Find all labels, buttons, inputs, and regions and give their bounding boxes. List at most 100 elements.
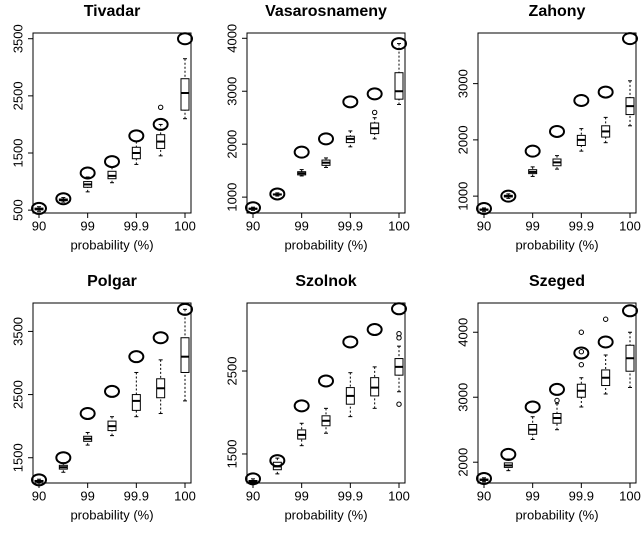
outlier (554, 397, 560, 404)
panel-title: Vasarosnameny (265, 3, 387, 20)
point (245, 472, 261, 486)
x-tick-label: 99.9 (338, 488, 363, 503)
x-tick-label: 99.9 (569, 218, 594, 233)
x-tick-label: 99 (294, 488, 308, 503)
point (573, 94, 590, 107)
panel-title: Tivadar (84, 3, 141, 20)
box (180, 337, 190, 373)
plot-frame (477, 302, 637, 484)
point (391, 302, 407, 316)
x-tick-label: 99 (525, 218, 539, 233)
point (366, 87, 383, 101)
plot-frame (246, 302, 406, 484)
panel-title: Szolnok (295, 273, 356, 290)
point (500, 189, 517, 203)
y-tick-label: 3500 (10, 317, 25, 346)
y-tick-label: 4000 (224, 24, 239, 53)
point (79, 407, 96, 421)
point (177, 32, 193, 46)
x-axis-label: probability (%) (515, 237, 598, 252)
point (476, 471, 492, 485)
x-tick-label: 100 (619, 218, 641, 233)
x-axis-label: probability (%) (284, 237, 367, 252)
point (31, 201, 47, 215)
y-tick-label: 3000 (224, 77, 239, 106)
point (500, 447, 517, 461)
x-tick-label: 99 (525, 488, 539, 503)
x-axis-label: probability (%) (515, 507, 598, 522)
plot-frame (477, 32, 637, 214)
outlier (157, 104, 164, 110)
y-tick-label: 3000 (455, 383, 470, 412)
point (152, 117, 169, 131)
y-tick-label: 1000 (224, 183, 239, 212)
point (597, 85, 614, 99)
point (597, 335, 614, 349)
point (55, 451, 72, 465)
box (394, 72, 404, 100)
plot-frame (32, 32, 192, 214)
x-tick-label: 100 (619, 488, 641, 503)
x-tick-label: 100 (174, 488, 196, 503)
panel-title: Szeged (529, 273, 585, 290)
x-tick-label: 100 (388, 218, 410, 233)
y-tick-label: 2500 (224, 357, 239, 386)
y-tick-label: 3000 (455, 69, 470, 98)
panel-title: Zahony (529, 3, 586, 20)
outlier (578, 362, 585, 368)
point (549, 382, 565, 396)
point (269, 454, 286, 468)
point (318, 132, 334, 146)
point (524, 400, 541, 414)
y-tick-label: 1500 (224, 440, 239, 469)
plot-frame (32, 302, 192, 484)
point (476, 202, 492, 215)
y-tick-label: 2000 (455, 125, 470, 154)
point (342, 95, 359, 109)
x-tick-label: 99 (80, 218, 94, 233)
point (152, 331, 169, 345)
x-tick-label: 100 (174, 218, 196, 233)
plot-frame (246, 32, 406, 214)
y-tick-label: 3500 (10, 24, 25, 53)
outlier (371, 109, 378, 116)
x-axis-label: probability (%) (284, 507, 367, 522)
panel-title: Polgar (87, 273, 137, 290)
x-tick-label: 100 (388, 488, 410, 503)
x-tick-label: 90 (246, 218, 260, 233)
y-tick-label: 1500 (10, 443, 25, 472)
point (269, 187, 286, 201)
point (245, 201, 261, 215)
point (622, 32, 638, 46)
x-tick-label: 90 (477, 488, 491, 503)
point (104, 155, 120, 169)
outlier (578, 329, 585, 335)
x-tick-label: 99.9 (338, 218, 363, 233)
point (342, 335, 359, 349)
y-tick-label: 500 (10, 199, 25, 221)
box (180, 78, 190, 111)
point (177, 302, 193, 316)
x-tick-label: 99.9 (569, 488, 594, 503)
point (293, 145, 310, 159)
point (128, 350, 145, 364)
x-tick-label: 99 (80, 488, 94, 503)
point (128, 129, 145, 143)
outlier (602, 316, 609, 322)
point (391, 37, 407, 51)
point (104, 384, 120, 398)
y-tick-label: 1000 (455, 182, 470, 211)
point (622, 304, 638, 318)
y-tick-label: 1500 (10, 139, 25, 168)
y-tick-label: 2500 (10, 380, 25, 409)
y-tick-label: 2000 (455, 448, 470, 477)
x-tick-label: 99.9 (124, 218, 149, 233)
x-tick-label: 90 (32, 488, 46, 503)
outlier (578, 349, 585, 355)
x-axis-label: probability (%) (70, 507, 153, 522)
x-axis-label: probability (%) (70, 237, 153, 252)
outlier (396, 330, 402, 337)
point (31, 473, 47, 487)
point (366, 323, 383, 337)
